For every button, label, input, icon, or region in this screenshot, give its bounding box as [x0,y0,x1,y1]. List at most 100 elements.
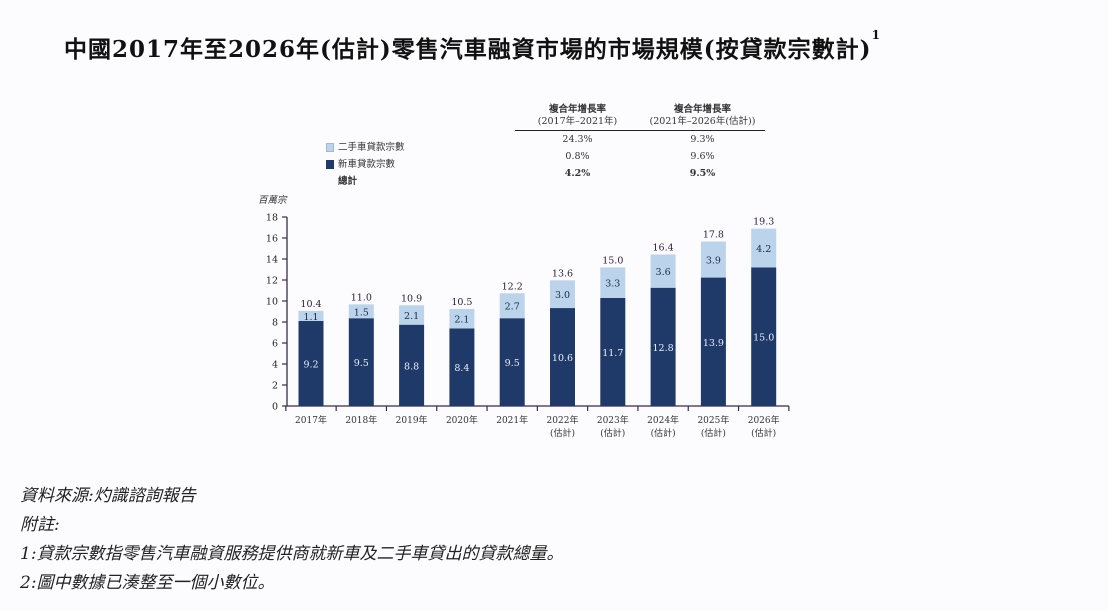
x-tick-label: 2019年 [396,414,428,426]
legend-item-used-car: 二手車貸款宗數 [326,139,405,156]
bar-value-used-car: 2.1 [404,311,419,322]
x-tick-label: 2023年 [597,414,629,426]
x-tick-label: 2018年 [345,414,377,426]
y-tick-label: 8 [272,318,278,329]
bar-total-label: 11.0 [351,292,372,303]
y-tick-label: 10 [266,297,278,308]
bar-used-car [751,228,777,268]
legend-item-total: 總計 [326,173,405,190]
cagr-col2-header: 複合年增長率 (2021年–2026年(估計)) [640,104,765,128]
legend-label: 新車貸款宗數 [338,159,396,170]
bar-total-label: 19.3 [753,217,774,228]
bar-new-car [650,287,676,406]
x-tick-sublabel: (估計) [600,427,625,439]
bar-value-new-car: 9.5 [354,358,369,369]
bar-used-car [449,308,475,329]
x-tick-label: 2021年 [496,414,528,426]
y-tick-label: 16 [266,234,278,245]
bar-value-used-car: 1.5 [354,307,369,318]
bar-new-car [298,320,324,406]
x-tick-label: 2020年 [446,414,478,426]
bar-total-label: 12.2 [502,281,523,292]
y-tick-label: 12 [266,276,278,287]
note-2: 2:圖中數據已湊整至一個小數位。 [20,573,275,593]
source-note: 資料來源:灼識諮詢報告 [20,486,196,506]
bar-value-new-car: 9.2 [303,359,318,370]
cagr-value: 4.2% [564,168,591,179]
bar-value-new-car: 8.8 [404,361,419,372]
x-tick-sublabel: (估計) [751,427,776,439]
bar-used-car [499,293,525,319]
cagr-col1-header: 複合年增長率 (2017年–2021年) [515,104,640,128]
notes: 資料來源:灼識諮詢報告 附註: 1:貸款宗數指零售汽車融資服務提供商就新車及二手… [20,482,564,598]
x-tick-label: 2022年 [547,414,579,426]
cagr-value: 9.5% [689,168,716,179]
bar-new-car [700,277,726,406]
cagr-col2-period: (2021年–2026年(估計)) [649,116,756,127]
legend-item-new-car: 新車貸款宗數 [326,156,405,173]
bar-total-label: 13.6 [552,268,573,279]
bar-used-car [298,310,324,321]
cagr-row-new-car: 0.8% 9.6% [515,148,765,165]
cagr-col2-title: 複合年增長率 [673,104,731,115]
bar-used-car [399,305,425,325]
bar-new-car [499,318,525,406]
bar-value-new-car: 10.6 [552,353,573,364]
title-footnote-mark: 1 [871,28,881,42]
legend-swatch-new-car [326,160,334,169]
note-1: 1:貸款宗數指零售汽車融資服務提供商就新車及二手車貸出的貸款總量。 [20,544,564,564]
cagr-col1-period: (2017年–2021年) [537,116,618,127]
cagr-header-rule [515,130,765,131]
bar-value-used-car: 3.6 [656,267,671,278]
y-tick-label: 6 [272,339,278,350]
x-tick-label: 2026年 [748,414,780,426]
bar-used-car [650,254,676,288]
bar-total-label: 17.8 [703,230,724,241]
cagr-value: 0.8% [565,151,590,162]
bar-total-label: 10.5 [451,297,472,308]
y-tick-label: 18 [266,213,278,224]
bar-value-used-car: 3.9 [706,256,721,267]
bar-value-new-car: 8.4 [454,363,469,374]
x-tick-sublabel: (估計) [701,427,726,439]
legend-swatch-total [326,177,334,186]
x-tick-label: 2025年 [697,414,729,426]
cagr-value: 24.3% [562,134,593,145]
bar-new-car [399,324,425,406]
chart-title-text: 中國2017年至2026年(估計)零售汽車融資市場的市場規模(按貸款宗數計) [64,36,872,63]
x-tick-label: 2024年 [647,414,679,426]
x-tick-sublabel: (估計) [550,427,575,439]
x-tick-label: 2017年 [295,414,327,426]
cagr-value: 9.6% [690,151,715,162]
bar-new-car [550,308,575,406]
notes-heading: 附註: [20,515,60,535]
legend-label: 總計 [338,176,358,187]
bar-value-new-car: 13.9 [703,338,724,349]
bar-value-new-car: 11.7 [602,348,623,359]
bar-value-used-car: 4.2 [756,244,771,255]
cagr-value: 9.3% [690,134,715,145]
bar-new-car [751,267,777,406]
legend-swatch-used-car [326,143,334,152]
bar-value-used-car: 3.0 [555,290,570,301]
bar-used-car [700,241,726,278]
cagr-table: 複合年增長率 (2017年–2021年) 複合年增長率 (2021年–2026年… [515,104,765,182]
bar-value-used-car: 1.1 [303,312,318,323]
cagr-col1-title: 複合年增長率 [548,104,606,115]
legend-label: 二手車貸款宗數 [338,142,405,153]
x-tick-sublabel: (估計) [651,427,676,439]
bar-new-car [348,318,374,406]
cagr-row-used-car: 24.3% 9.3% [515,131,765,148]
y-axis-label: 百萬宗 [258,194,288,206]
y-tick-label: 2 [272,381,278,392]
bar-value-used-car: 2.1 [454,315,469,326]
cagr-header: 複合年增長率 (2017年–2021年) 複合年增長率 (2021年–2026年… [515,104,765,128]
bar-total-label: 10.4 [300,299,321,310]
bar-new-car [449,328,475,406]
bar-total-label: 15.0 [602,255,623,266]
bar-total-label: 16.4 [653,242,674,253]
legend: 二手車貸款宗數 新車貸款宗數 總計 [326,139,405,190]
y-tick-label: 0 [272,402,278,413]
bar-used-car [348,304,374,319]
y-tick-label: 4 [272,360,278,371]
